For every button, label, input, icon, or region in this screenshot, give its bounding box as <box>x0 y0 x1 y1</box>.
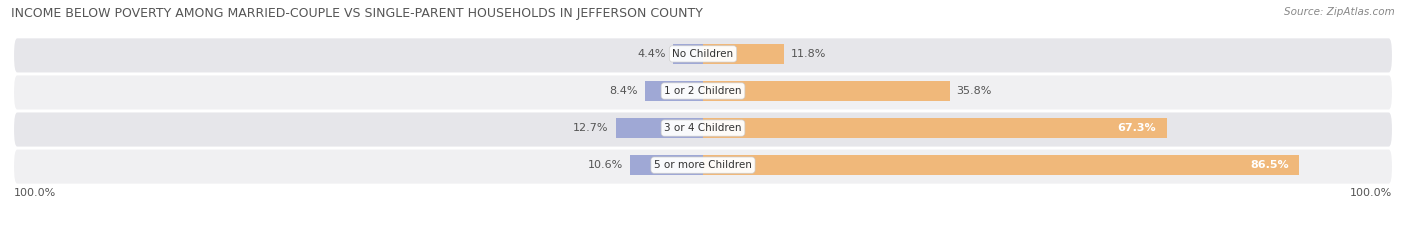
FancyBboxPatch shape <box>14 113 1392 147</box>
FancyBboxPatch shape <box>14 75 1392 110</box>
FancyBboxPatch shape <box>14 38 1392 72</box>
Text: Source: ZipAtlas.com: Source: ZipAtlas.com <box>1284 7 1395 17</box>
Text: 12.7%: 12.7% <box>574 123 609 133</box>
Text: 4.4%: 4.4% <box>637 49 666 59</box>
Text: 100.0%: 100.0% <box>14 188 56 198</box>
Bar <box>703 81 949 101</box>
Text: No Children: No Children <box>672 49 734 59</box>
Bar <box>703 44 785 64</box>
Bar <box>703 118 1167 138</box>
Text: 8.4%: 8.4% <box>610 86 638 96</box>
Text: 86.5%: 86.5% <box>1250 160 1289 170</box>
Text: 5 or more Children: 5 or more Children <box>654 160 752 170</box>
Text: 67.3%: 67.3% <box>1118 123 1156 133</box>
Bar <box>616 118 703 138</box>
Bar <box>672 44 703 64</box>
Text: INCOME BELOW POVERTY AMONG MARRIED-COUPLE VS SINGLE-PARENT HOUSEHOLDS IN JEFFERS: INCOME BELOW POVERTY AMONG MARRIED-COUPL… <box>11 7 703 20</box>
Text: 10.6%: 10.6% <box>588 160 623 170</box>
Bar <box>630 155 703 175</box>
Text: 100.0%: 100.0% <box>1350 188 1392 198</box>
Bar <box>703 155 1299 175</box>
Text: 35.8%: 35.8% <box>956 86 991 96</box>
Bar <box>645 81 703 101</box>
Text: 3 or 4 Children: 3 or 4 Children <box>664 123 742 133</box>
Text: 11.8%: 11.8% <box>792 49 827 59</box>
Text: 1 or 2 Children: 1 or 2 Children <box>664 86 742 96</box>
FancyBboxPatch shape <box>14 150 1392 184</box>
